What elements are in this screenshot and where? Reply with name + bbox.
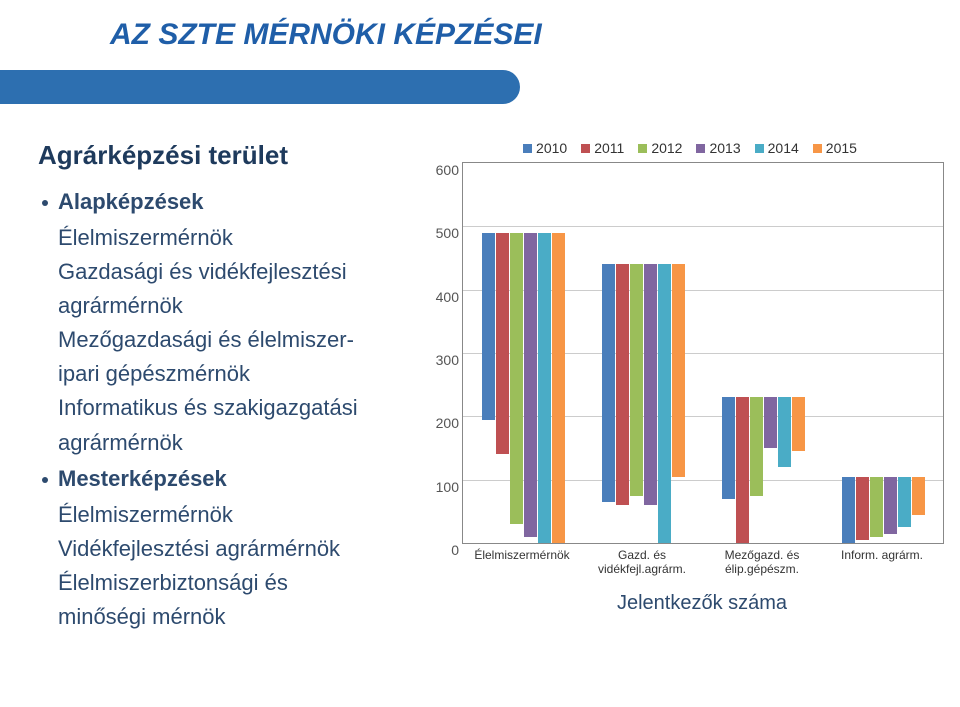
chart-bar-group (842, 477, 925, 544)
legend-swatch-icon (813, 144, 822, 153)
chart-bar (792, 397, 805, 451)
chart-bar (856, 477, 869, 540)
chart-bar (750, 397, 763, 495)
chart-bar (778, 397, 791, 467)
chart-bar (552, 233, 565, 543)
bullet-dot-icon (42, 200, 48, 206)
chart-bar (898, 477, 911, 528)
chart-x-label: Inform. agrárm. (824, 548, 940, 562)
chart-bar-group (482, 233, 565, 543)
chart-bar-group (722, 397, 805, 543)
chart-plot: 0100200300400500600 (462, 162, 944, 544)
chart-x-label: Mezőgazd. ésélip.gépészm. (704, 548, 820, 577)
legend-swatch-icon (696, 144, 705, 153)
chart-bar (510, 233, 523, 524)
chart-x-label: Gazd. ésvidékfejl.agrárm. (584, 548, 700, 577)
chart-bar (644, 264, 657, 505)
left-column: Agrárképzési terület Alapképzések Élelmi… (38, 140, 428, 634)
chart-area: 201020112012201320142015 010020030040050… (440, 140, 940, 610)
body-line: Élelmiszerbiztonsági és (58, 566, 428, 600)
chart-y-tick: 300 (429, 352, 459, 368)
legend-label: 2010 (536, 140, 567, 156)
body-line: Informatikus és szakigazgatási (58, 391, 428, 425)
legend-item: 2012 (638, 140, 682, 156)
legend-swatch-icon (581, 144, 590, 153)
chart-bar (672, 264, 685, 476)
legend-item: 2011 (581, 140, 624, 156)
legend-item: 2014 (755, 140, 799, 156)
chart-y-tick: 400 (429, 289, 459, 305)
legend-item: 2013 (696, 140, 740, 156)
body-line: ipari gépészmérnök (58, 357, 428, 391)
chart-bar (630, 264, 643, 495)
legend-label: 2012 (651, 140, 682, 156)
body-line: Vidékfejlesztési agrármérnök (58, 532, 428, 566)
chart-bar (870, 477, 883, 537)
bullet-label: Alapképzések (58, 189, 204, 215)
section-subhead: Agrárképzési terület (38, 140, 428, 171)
chart-gridline (463, 226, 943, 227)
bullet-mesterkepzesek: Mesterképzések (38, 466, 428, 492)
chart-bar (524, 233, 537, 537)
chart-bar (496, 233, 509, 455)
chart-subtitle: Jelentkezők száma (462, 592, 942, 615)
chart-bar (884, 477, 897, 534)
chart-y-tick: 500 (429, 225, 459, 241)
lines-group-2: ÉlelmiszermérnökVidékfejlesztési agrármé… (38, 498, 428, 634)
page-root: AZ SZTE MÉRNÖKI KÉPZÉSEI Agrárképzési te… (0, 0, 960, 707)
legend-label: 2013 (709, 140, 740, 156)
bullet-label: Mesterképzések (58, 466, 227, 492)
bullet-alapkepzesek: Alapképzések (38, 189, 428, 215)
chart-y-tick: 600 (429, 162, 459, 178)
body-line: minőségi mérnök (58, 600, 428, 634)
lines-group-1: ÉlelmiszermérnökGazdasági és vidékfejles… (38, 221, 428, 460)
body-line: Mezőgazdasági és élelmiszer- (58, 323, 428, 357)
legend-label: 2015 (826, 140, 857, 156)
body-line: Élelmiszermérnök (58, 221, 428, 255)
body-line: agrármérnök (58, 289, 428, 323)
legend-label: 2014 (768, 140, 799, 156)
chart-bar (616, 264, 629, 505)
chart-y-tick: 100 (429, 479, 459, 495)
chart-bar (722, 397, 735, 498)
decorative-band (0, 70, 520, 104)
page-title: AZ SZTE MÉRNÖKI KÉPZÉSEI (110, 18, 542, 52)
chart-bar (842, 477, 855, 544)
legend-swatch-icon (638, 144, 647, 153)
legend-label: 2011 (594, 140, 624, 156)
legend-item: 2015 (813, 140, 857, 156)
body-line: Élelmiszermérnök (58, 498, 428, 532)
chart-bar (602, 264, 615, 502)
body-line: agrármérnök (58, 426, 428, 460)
chart-bar (912, 477, 925, 515)
chart-bar (764, 397, 777, 448)
chart-x-label: Élelmiszermérnök (464, 548, 580, 562)
legend-swatch-icon (755, 144, 764, 153)
bullet-dot-icon (42, 477, 48, 483)
chart-legend: 2010 2011 2012 2013 2014 2015 (440, 140, 940, 156)
chart-bar (538, 233, 551, 543)
chart-y-tick: 0 (429, 542, 459, 558)
chart-bar (736, 397, 749, 543)
chart-bar (658, 264, 671, 543)
body-line: Gazdasági és vidékfejlesztési (58, 255, 428, 289)
chart-bar-group (602, 264, 685, 543)
chart-y-tick: 200 (429, 415, 459, 431)
chart-bar (482, 233, 495, 420)
legend-swatch-icon (523, 144, 532, 153)
legend-item: 2010 (523, 140, 567, 156)
